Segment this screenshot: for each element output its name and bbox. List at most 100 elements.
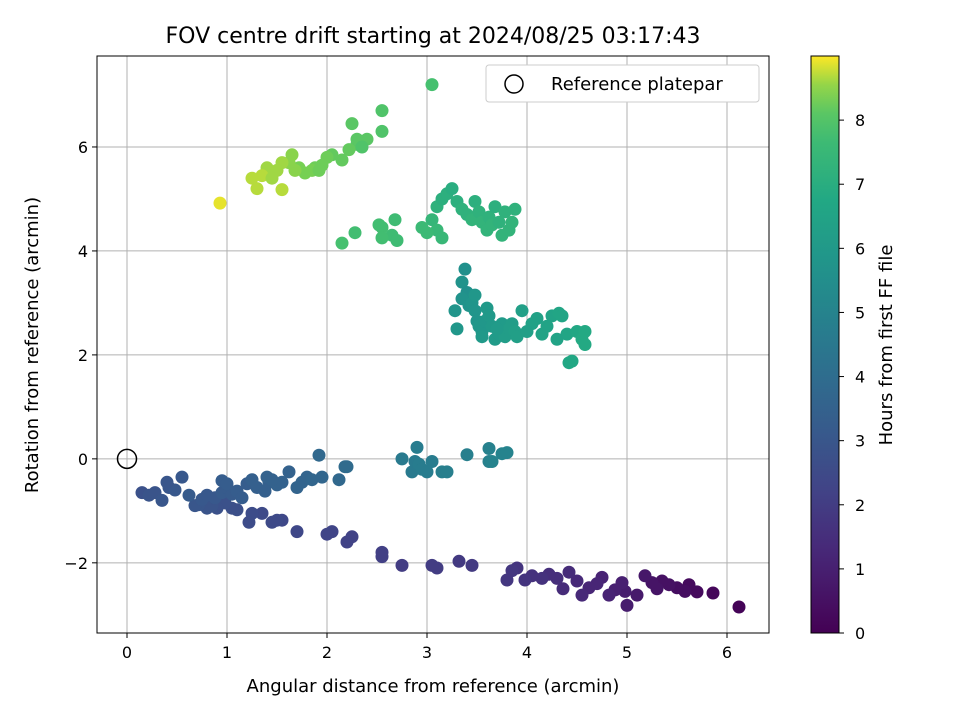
x-tick-label: 1: [222, 643, 232, 662]
data-point: [265, 515, 279, 529]
data-point: [560, 327, 574, 341]
data-point: [482, 442, 496, 455]
data-point: [155, 493, 169, 507]
data-point: [482, 309, 496, 323]
data-point: [355, 140, 369, 154]
data-point: [440, 465, 454, 479]
data-point: [475, 330, 489, 344]
reference-marker: [116, 448, 138, 470]
colorbar-tick-label: 4: [855, 368, 865, 387]
data-point: [235, 491, 249, 505]
data-point: [562, 565, 576, 579]
colorbar-tick-label: 0: [855, 624, 865, 643]
data-point: [515, 304, 529, 318]
data-point: [410, 440, 424, 454]
data-point: [372, 218, 386, 232]
data-point: [638, 569, 652, 583]
colorbar-bar: [810, 55, 840, 634]
x-tick-label: 5: [622, 643, 632, 662]
data-point: [518, 573, 532, 587]
data-point: [460, 448, 474, 462]
data-point: [420, 465, 434, 479]
data-point: [340, 460, 354, 474]
colorbar-tick-label: 7: [855, 175, 865, 194]
data-point: [520, 325, 534, 338]
data-point: [556, 582, 570, 596]
data-point: [620, 598, 634, 612]
data-point: [465, 558, 479, 572]
plot-frame: [96, 55, 770, 634]
x-axis-label: Angular distance from reference (arcmin): [247, 676, 620, 697]
data-point: [415, 221, 429, 234]
data-point: [375, 104, 389, 118]
colorbar-tick-label: 8: [855, 111, 865, 130]
data-point: [498, 205, 512, 219]
chart-title: FOV centre drift starting at 2024/08/25 …: [166, 24, 701, 49]
y-tick-label: 4: [78, 242, 88, 261]
data-point: [565, 354, 579, 368]
data-point: [220, 477, 234, 491]
data-point: [342, 143, 356, 157]
data-point: [435, 231, 449, 245]
data-point: [425, 455, 439, 468]
data-point: [492, 215, 506, 229]
data-point: [472, 205, 486, 219]
data-point: [375, 124, 389, 138]
data-point: [168, 483, 182, 497]
data-point: [452, 554, 466, 568]
data-point: [332, 473, 346, 487]
data-point: [448, 304, 462, 318]
x-tick-label: 2: [322, 643, 332, 662]
data-point: [485, 455, 499, 468]
data-point: [265, 171, 279, 185]
data-point: [578, 338, 592, 351]
data-point: [570, 574, 584, 588]
data-point: [500, 446, 514, 460]
y-axis-ticks: −2 0 2 4 6: [64, 138, 97, 573]
legend-box: [485, 64, 760, 103]
data-point: [335, 153, 349, 167]
data-point: [455, 275, 469, 289]
data-point: [255, 506, 269, 520]
data-point: [458, 262, 472, 276]
data-point: [348, 226, 362, 240]
data-point: [175, 470, 189, 484]
legend-reference-marker: [504, 74, 524, 94]
data-point: [160, 475, 174, 489]
data-point: [245, 171, 259, 185]
data-point: [578, 325, 592, 338]
data-point: [282, 465, 296, 479]
data-point: [340, 535, 354, 549]
data-point: [732, 600, 746, 614]
data-point: [305, 473, 319, 487]
data-point: [275, 475, 289, 489]
data-point: [335, 236, 349, 250]
data-point: [535, 571, 549, 585]
data-point: [630, 588, 644, 602]
data-point: [575, 588, 589, 602]
data-point: [312, 163, 326, 177]
legend-label: Reference platepar: [551, 74, 723, 95]
colorbar-tick-label: 1: [855, 560, 865, 579]
y-axis-label: Rotation from reference (arcmin): [22, 197, 43, 493]
data-point: [345, 117, 359, 131]
data-point: [550, 332, 564, 346]
data-point: [388, 213, 402, 227]
colorbar-tick-label: 3: [855, 432, 865, 451]
y-tick-label: −2: [64, 554, 88, 573]
data-points: [135, 78, 746, 614]
data-point: [213, 196, 227, 210]
legend: Reference platepar: [485, 64, 760, 103]
data-point: [555, 309, 569, 323]
data-point: [425, 558, 439, 572]
data-point: [265, 473, 279, 487]
y-tick-label: 2: [78, 346, 88, 365]
data-point: [275, 183, 289, 197]
data-point: [250, 182, 264, 196]
data-point: [285, 148, 299, 162]
data-point: [508, 202, 522, 216]
data-point: [540, 319, 554, 333]
reference-marker-group: [116, 448, 138, 470]
